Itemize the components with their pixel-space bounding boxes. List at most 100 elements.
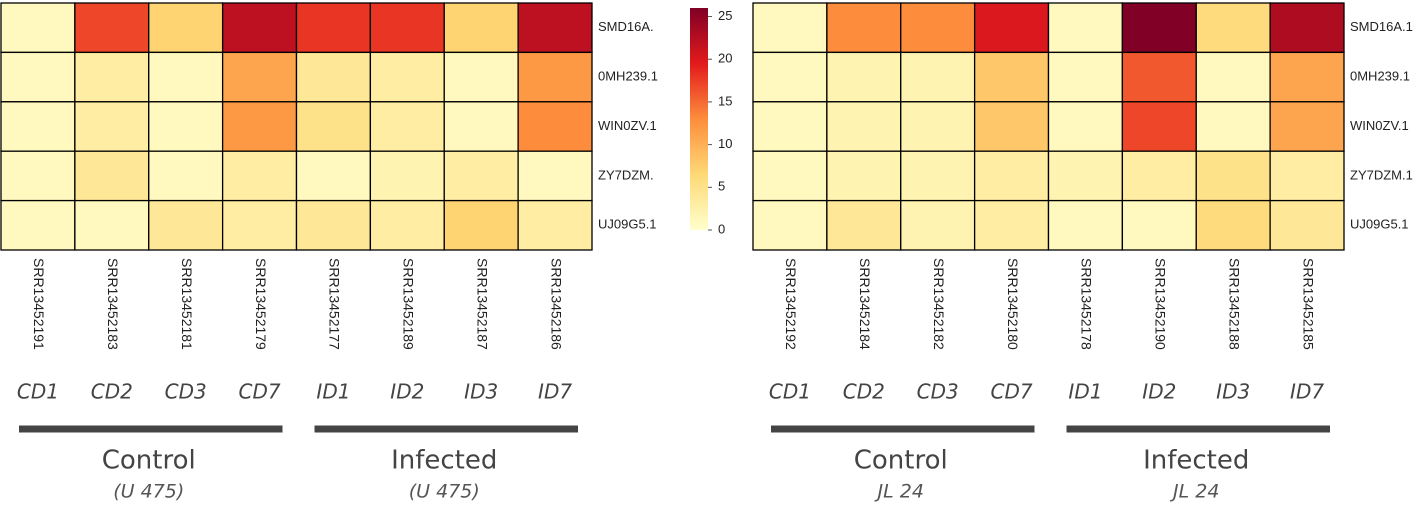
row-label: ZY7DZM.	[598, 167, 654, 182]
heat-cell	[443, 199, 519, 251]
heat-cell	[369, 2, 445, 54]
condition-label: ID3	[464, 380, 498, 404]
row-label: UJ09G5.1	[598, 217, 657, 232]
heat-cell	[517, 2, 593, 54]
heat-cell	[1047, 199, 1124, 251]
heat-cell	[0, 101, 76, 152]
heat-cell	[1121, 150, 1197, 202]
heat-cell	[1121, 51, 1197, 103]
colorbar-tick-label: 20	[718, 51, 732, 66]
row-label: SMD16A.	[598, 19, 654, 34]
heat-cell	[973, 150, 1050, 202]
heat-cell	[752, 51, 828, 103]
condition-label: CD2	[91, 380, 133, 404]
colorbar-tick-label: 15	[718, 93, 732, 108]
heat-cell	[826, 101, 902, 152]
heat-cell	[148, 150, 224, 202]
heat-cell	[443, 51, 519, 103]
heat-cell	[443, 101, 519, 152]
heat-cell	[0, 51, 76, 103]
heat-cell	[443, 2, 519, 54]
heat-cell	[221, 2, 298, 54]
heat-cell	[1121, 101, 1197, 152]
column-label: SRR13452177	[327, 258, 343, 350]
heat-cell	[148, 2, 224, 54]
condition-label: ID7	[538, 380, 572, 404]
heat-cell	[1269, 199, 1345, 251]
heat-cell	[1195, 2, 1271, 54]
heat-cell	[1047, 51, 1124, 103]
column-label: SRR13452190	[1153, 258, 1169, 350]
row-label: UJ09G5.1	[1350, 217, 1409, 232]
group-subtitle: (U 475)	[113, 481, 184, 503]
condition-label: ID2	[390, 380, 424, 404]
condition-label: ID2	[1142, 380, 1176, 404]
heat-cell	[1047, 150, 1124, 202]
heat-cell	[752, 2, 828, 54]
column-label: SRR13452192	[783, 258, 799, 350]
condition-label: ID7	[1290, 380, 1324, 404]
heat-cell	[752, 101, 828, 152]
condition-label: ID1	[316, 380, 350, 404]
row-label: 0MH239.1	[1350, 69, 1410, 84]
heat-cell	[1269, 51, 1345, 103]
heat-cell	[295, 150, 372, 202]
heat-cell	[148, 101, 224, 152]
colorbar	[690, 8, 708, 230]
condition-label: CD3	[917, 380, 959, 404]
heat-cell	[148, 51, 224, 103]
heat-cell	[148, 199, 224, 251]
condition-label: CD2	[843, 380, 885, 404]
condition-label: ID3	[1216, 380, 1250, 404]
heat-cell	[900, 199, 976, 251]
heat-cell	[369, 199, 445, 251]
column-label: SRR13452178	[1079, 258, 1095, 350]
condition-label: ID1	[1068, 380, 1102, 404]
colorbar-tick-label: 10	[718, 136, 732, 151]
colorbar-tick-label: 0	[718, 221, 725, 236]
column-label: SRR13452184	[857, 258, 873, 350]
heat-cell	[369, 150, 445, 202]
heat-cell	[1195, 101, 1271, 152]
heat-cell	[1047, 101, 1124, 152]
heat-cell	[74, 101, 150, 152]
group-subtitle: JL 24	[874, 481, 924, 503]
row-label: 0MH239.1	[598, 69, 658, 84]
row-label: ZY7DZM.1	[1350, 167, 1413, 182]
row-label: WIN0ZV.1	[1350, 118, 1409, 133]
heat-cell	[973, 101, 1050, 152]
group-name: Infected	[391, 446, 497, 476]
column-label: SRR13452182	[931, 258, 947, 350]
heat-cell	[900, 51, 976, 103]
colorbar-tick-label: 5	[718, 179, 725, 194]
heat-cell	[1121, 2, 1197, 54]
heat-cell	[295, 51, 372, 103]
group-subtitle: JL 24	[1169, 481, 1219, 503]
heat-cell	[369, 101, 445, 152]
heat-cell	[295, 199, 372, 251]
heat-cell	[1269, 150, 1345, 202]
heat-cell	[74, 51, 150, 103]
column-label: SRR13452180	[1005, 258, 1021, 350]
heat-cell	[900, 2, 976, 54]
column-label: SRR13452187	[474, 258, 490, 350]
heat-cell	[752, 150, 828, 202]
heat-cell	[74, 2, 150, 54]
heat-cell	[973, 199, 1050, 251]
heat-cell	[900, 101, 976, 152]
column-label: SRR13452181	[179, 258, 195, 350]
heat-cell	[221, 199, 298, 251]
heat-cell	[752, 199, 828, 251]
heat-cell	[221, 101, 298, 152]
heat-cell	[973, 2, 1050, 54]
heat-cell	[1195, 51, 1271, 103]
heat-cell	[517, 101, 593, 152]
group-name: Control	[102, 446, 196, 476]
column-label: SRR13452186	[548, 258, 564, 350]
heat-cell	[0, 2, 76, 54]
condition-label: CD1	[769, 380, 811, 404]
heat-cell	[517, 51, 593, 103]
row-label: SMD16A.1	[1350, 19, 1413, 34]
heat-cell	[517, 150, 593, 202]
